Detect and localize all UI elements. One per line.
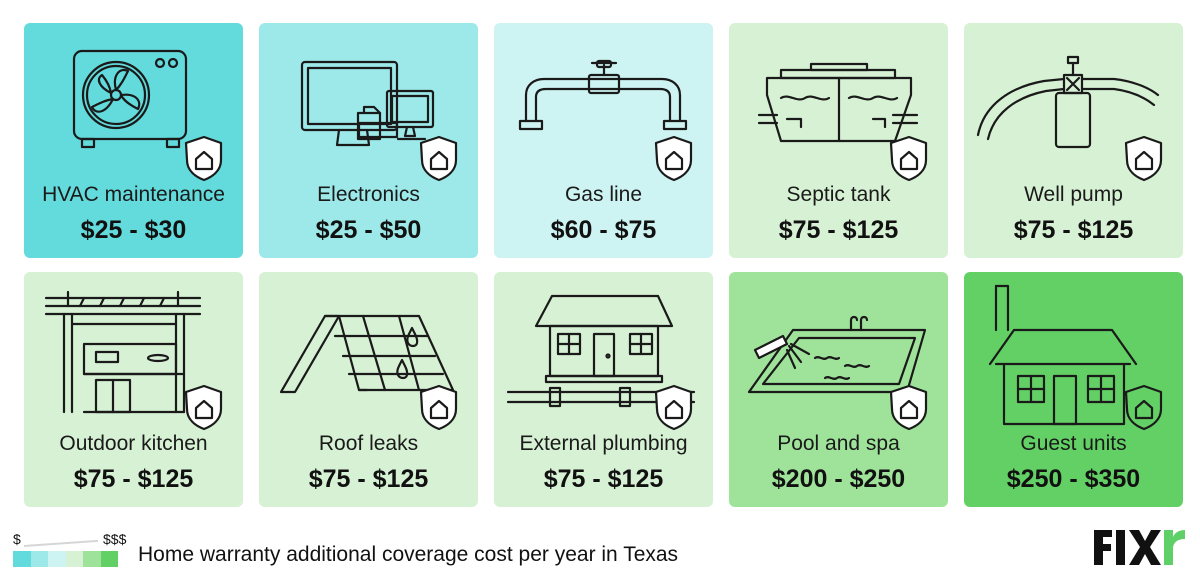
card-label: Outdoor kitchen: [59, 432, 208, 455]
card-label: Electronics: [317, 183, 420, 206]
card-price: $250 - $350: [1006, 465, 1141, 493]
card-septic-tank: Septic tank $75 - $125: [729, 23, 948, 258]
card-label: Guest units: [1020, 432, 1127, 455]
card-price: $25 - $30: [80, 216, 187, 244]
card-label: External plumbing: [519, 432, 688, 455]
septic-tank-icon: [757, 62, 928, 182]
roof-leak-icon: [279, 314, 458, 431]
card-price: $60 - $75: [550, 216, 657, 244]
card-electronics: Electronics $25 - $50: [259, 23, 478, 258]
legend-swatch: [83, 551, 101, 567]
card-price: $75 - $125: [1013, 216, 1134, 244]
fixr-logo: [1094, 530, 1185, 565]
legend-swatch: [48, 551, 66, 567]
card-price: $75 - $125: [778, 216, 899, 244]
legend-swatch: [30, 551, 48, 567]
card-label: Roof leaks: [318, 432, 419, 455]
card-price: $75 - $125: [73, 465, 194, 493]
well-pump-icon: [976, 55, 1163, 182]
card-well-pump: Well pump $75 - $125: [964, 23, 1183, 258]
gas-pipe-icon: [518, 59, 693, 182]
hvac-unit-icon: [72, 49, 223, 182]
card-label: Well pump: [1024, 183, 1123, 206]
card-label: Pool and spa: [777, 432, 900, 455]
card-roof-leaks: Roof leaks $75 - $125: [259, 272, 478, 507]
card-price: $75 - $125: [543, 465, 664, 493]
cost-legend: $ $$$: [12, 531, 137, 567]
legend-low-label: $: [13, 531, 21, 547]
legend-swatches: [13, 551, 118, 567]
card-guest-units: Guest units $250 - $350: [964, 272, 1183, 507]
guest-house-icon: [988, 284, 1163, 431]
legend-swatch: [65, 551, 83, 567]
coverage-grid: HVAC maintenance $25 - $30 Electronics $…: [24, 23, 1183, 507]
pool-icon: [747, 315, 928, 431]
legend-scale-line: [24, 539, 98, 547]
electronics-icon: [300, 60, 458, 182]
external-plumbing-icon: [506, 294, 696, 431]
legend-swatch: [100, 551, 118, 567]
card-price: $75 - $125: [308, 465, 429, 493]
card-price: $25 - $50: [315, 216, 422, 244]
card-label: Septic tank: [786, 183, 891, 206]
legend-swatch: [13, 551, 31, 567]
outdoor-kitchen-icon: [44, 290, 223, 431]
card-label: Gas line: [564, 183, 643, 206]
card-external-plumbing: External plumbing $75 - $125: [494, 272, 713, 507]
card-price: $200 - $250: [771, 465, 906, 493]
legend-high-label: $$$: [103, 531, 127, 547]
card-hvac-maintenance: HVAC maintenance $25 - $30: [24, 23, 243, 258]
card-gas-line: Gas line $60 - $75: [494, 23, 713, 258]
card-outdoor-kitchen: Outdoor kitchen $75 - $125: [24, 272, 243, 507]
chart-caption: Home warranty additional coverage cost p…: [138, 543, 679, 566]
card-pool-and-spa: Pool and spa $200 - $250: [729, 272, 948, 507]
card-label: HVAC maintenance: [42, 183, 225, 206]
